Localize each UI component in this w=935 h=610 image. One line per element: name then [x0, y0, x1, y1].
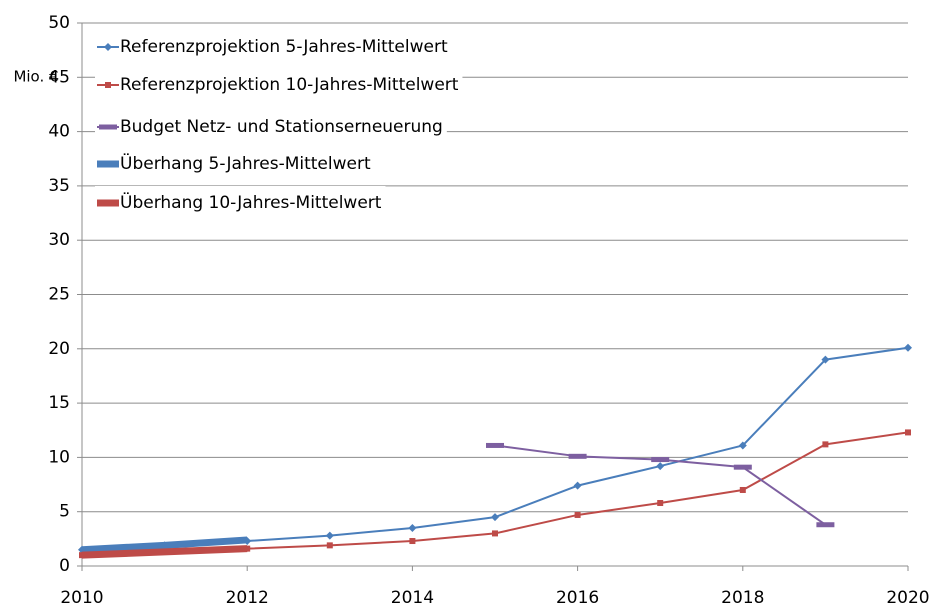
y-axis-label: Mio. € — [13, 68, 58, 86]
marker — [408, 523, 417, 532]
marker — [821, 355, 830, 364]
marker — [905, 429, 911, 436]
marker — [99, 124, 117, 130]
y-tick-label: 40 — [48, 122, 70, 142]
y-tick-label: 20 — [48, 339, 70, 359]
marker — [816, 522, 835, 528]
legend: Referenzprojektion 5-Jahres-Mittelwert Re… — [95, 30, 463, 220]
x-tick-label: 2018 — [721, 588, 764, 608]
y-tick-label: 45 — [48, 67, 70, 87]
marker — [325, 531, 334, 540]
legend-label: Überhang 5-Jahres-Mittelwert — [120, 152, 371, 174]
marker — [409, 538, 416, 545]
legend-background — [95, 30, 452, 64]
legend-background — [95, 68, 463, 102]
marker — [568, 453, 587, 459]
marker — [104, 43, 112, 51]
legend-label: Überhang 10-Jahres-Mittelwert — [120, 191, 382, 213]
x-tick-label: 2016 — [556, 588, 599, 608]
legend-background — [95, 147, 375, 181]
marker — [486, 442, 504, 448]
x-tick-label: 2010 — [60, 588, 103, 608]
marker — [733, 464, 752, 470]
legend-label: Referenzprojektion 10-Jahres-Mittelwert — [120, 75, 459, 95]
legend-background — [95, 110, 447, 144]
y-tick-label: 50 — [48, 13, 70, 33]
marker — [573, 481, 582, 490]
legend-label: Budget Netz- und Stationserneuerung — [120, 117, 443, 137]
grid — [82, 22, 908, 567]
legend-background — [95, 186, 386, 220]
y-tick-label: 5 — [59, 502, 70, 522]
series-line — [81, 536, 248, 554]
marker — [822, 441, 829, 448]
y-tick-label: 0 — [59, 556, 70, 576]
y-tick-label: 25 — [48, 285, 70, 305]
y-tick-label: 35 — [48, 176, 70, 196]
marker — [657, 500, 664, 507]
marker — [738, 441, 747, 450]
x-tick-label: 2012 — [226, 588, 269, 608]
marker — [491, 513, 499, 522]
marker — [656, 462, 665, 471]
marker — [574, 511, 581, 518]
y-tick-label: 30 — [48, 230, 70, 250]
y-tick-label: 15 — [48, 393, 70, 413]
marker — [105, 82, 111, 88]
marker — [326, 542, 333, 549]
marker — [739, 486, 746, 493]
series-line — [81, 545, 248, 559]
x-tick-label: 2020 — [886, 588, 929, 608]
series-line — [81, 431, 909, 557]
x-tick-label: 2014 — [391, 588, 434, 608]
marker — [651, 457, 670, 463]
legend-label: Referenzprojektion 5-Jahres-Mittelwert — [120, 37, 448, 57]
marker — [904, 343, 912, 352]
marker — [492, 530, 498, 537]
y-tick-label: 10 — [48, 447, 70, 467]
